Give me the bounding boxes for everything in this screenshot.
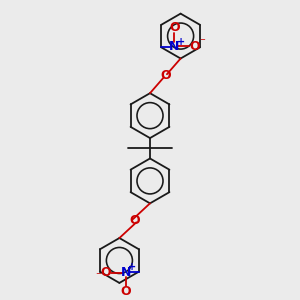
Text: N: N	[169, 40, 179, 53]
Text: ⁻: ⁻	[95, 272, 101, 282]
Text: +: +	[128, 262, 136, 272]
Text: O: O	[160, 69, 171, 82]
Text: O: O	[129, 214, 140, 227]
Text: ⁻: ⁻	[199, 38, 205, 47]
Text: O: O	[121, 285, 131, 298]
Text: O: O	[189, 40, 200, 53]
Text: +: +	[177, 37, 185, 46]
Text: N: N	[121, 266, 131, 279]
Text: O: O	[169, 21, 179, 34]
Text: O: O	[100, 266, 111, 279]
